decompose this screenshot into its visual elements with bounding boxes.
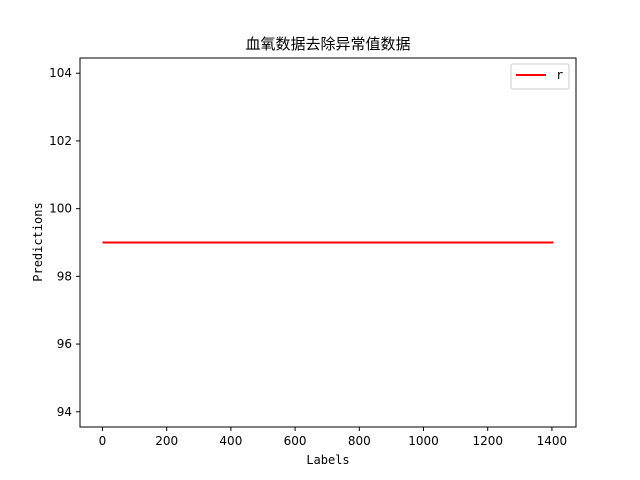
x-tick-label: 400 [219,434,242,448]
chart-title: 血氧数据去除异常值数据 [245,35,410,53]
x-axis: 0 200 400 600 800 1000 1200 1400 [99,427,568,448]
x-tick-label: 1000 [408,434,439,448]
y-tick-label: 102 [49,134,72,148]
y-tick-label: 104 [49,66,72,80]
y-tick-label: 94 [57,405,72,419]
legend: r [510,63,570,90]
x-tick-label: 0 [99,434,107,448]
y-tick-label: 96 [57,337,72,351]
x-axis-label: Labels [306,453,349,467]
x-tick-label: 1400 [537,434,568,448]
x-tick-label: 800 [348,434,371,448]
x-tick-label: 600 [284,434,307,448]
legend-label: r [556,68,563,82]
y-axis: 94 96 98 100 102 104 [49,66,80,419]
y-tick-label: 100 [49,202,72,216]
y-axis-label: Predictions [31,202,45,281]
legend-box [510,63,570,90]
x-tick-label: 1200 [472,434,503,448]
x-tick-label: 200 [155,434,178,448]
y-tick-label: 98 [57,269,72,283]
